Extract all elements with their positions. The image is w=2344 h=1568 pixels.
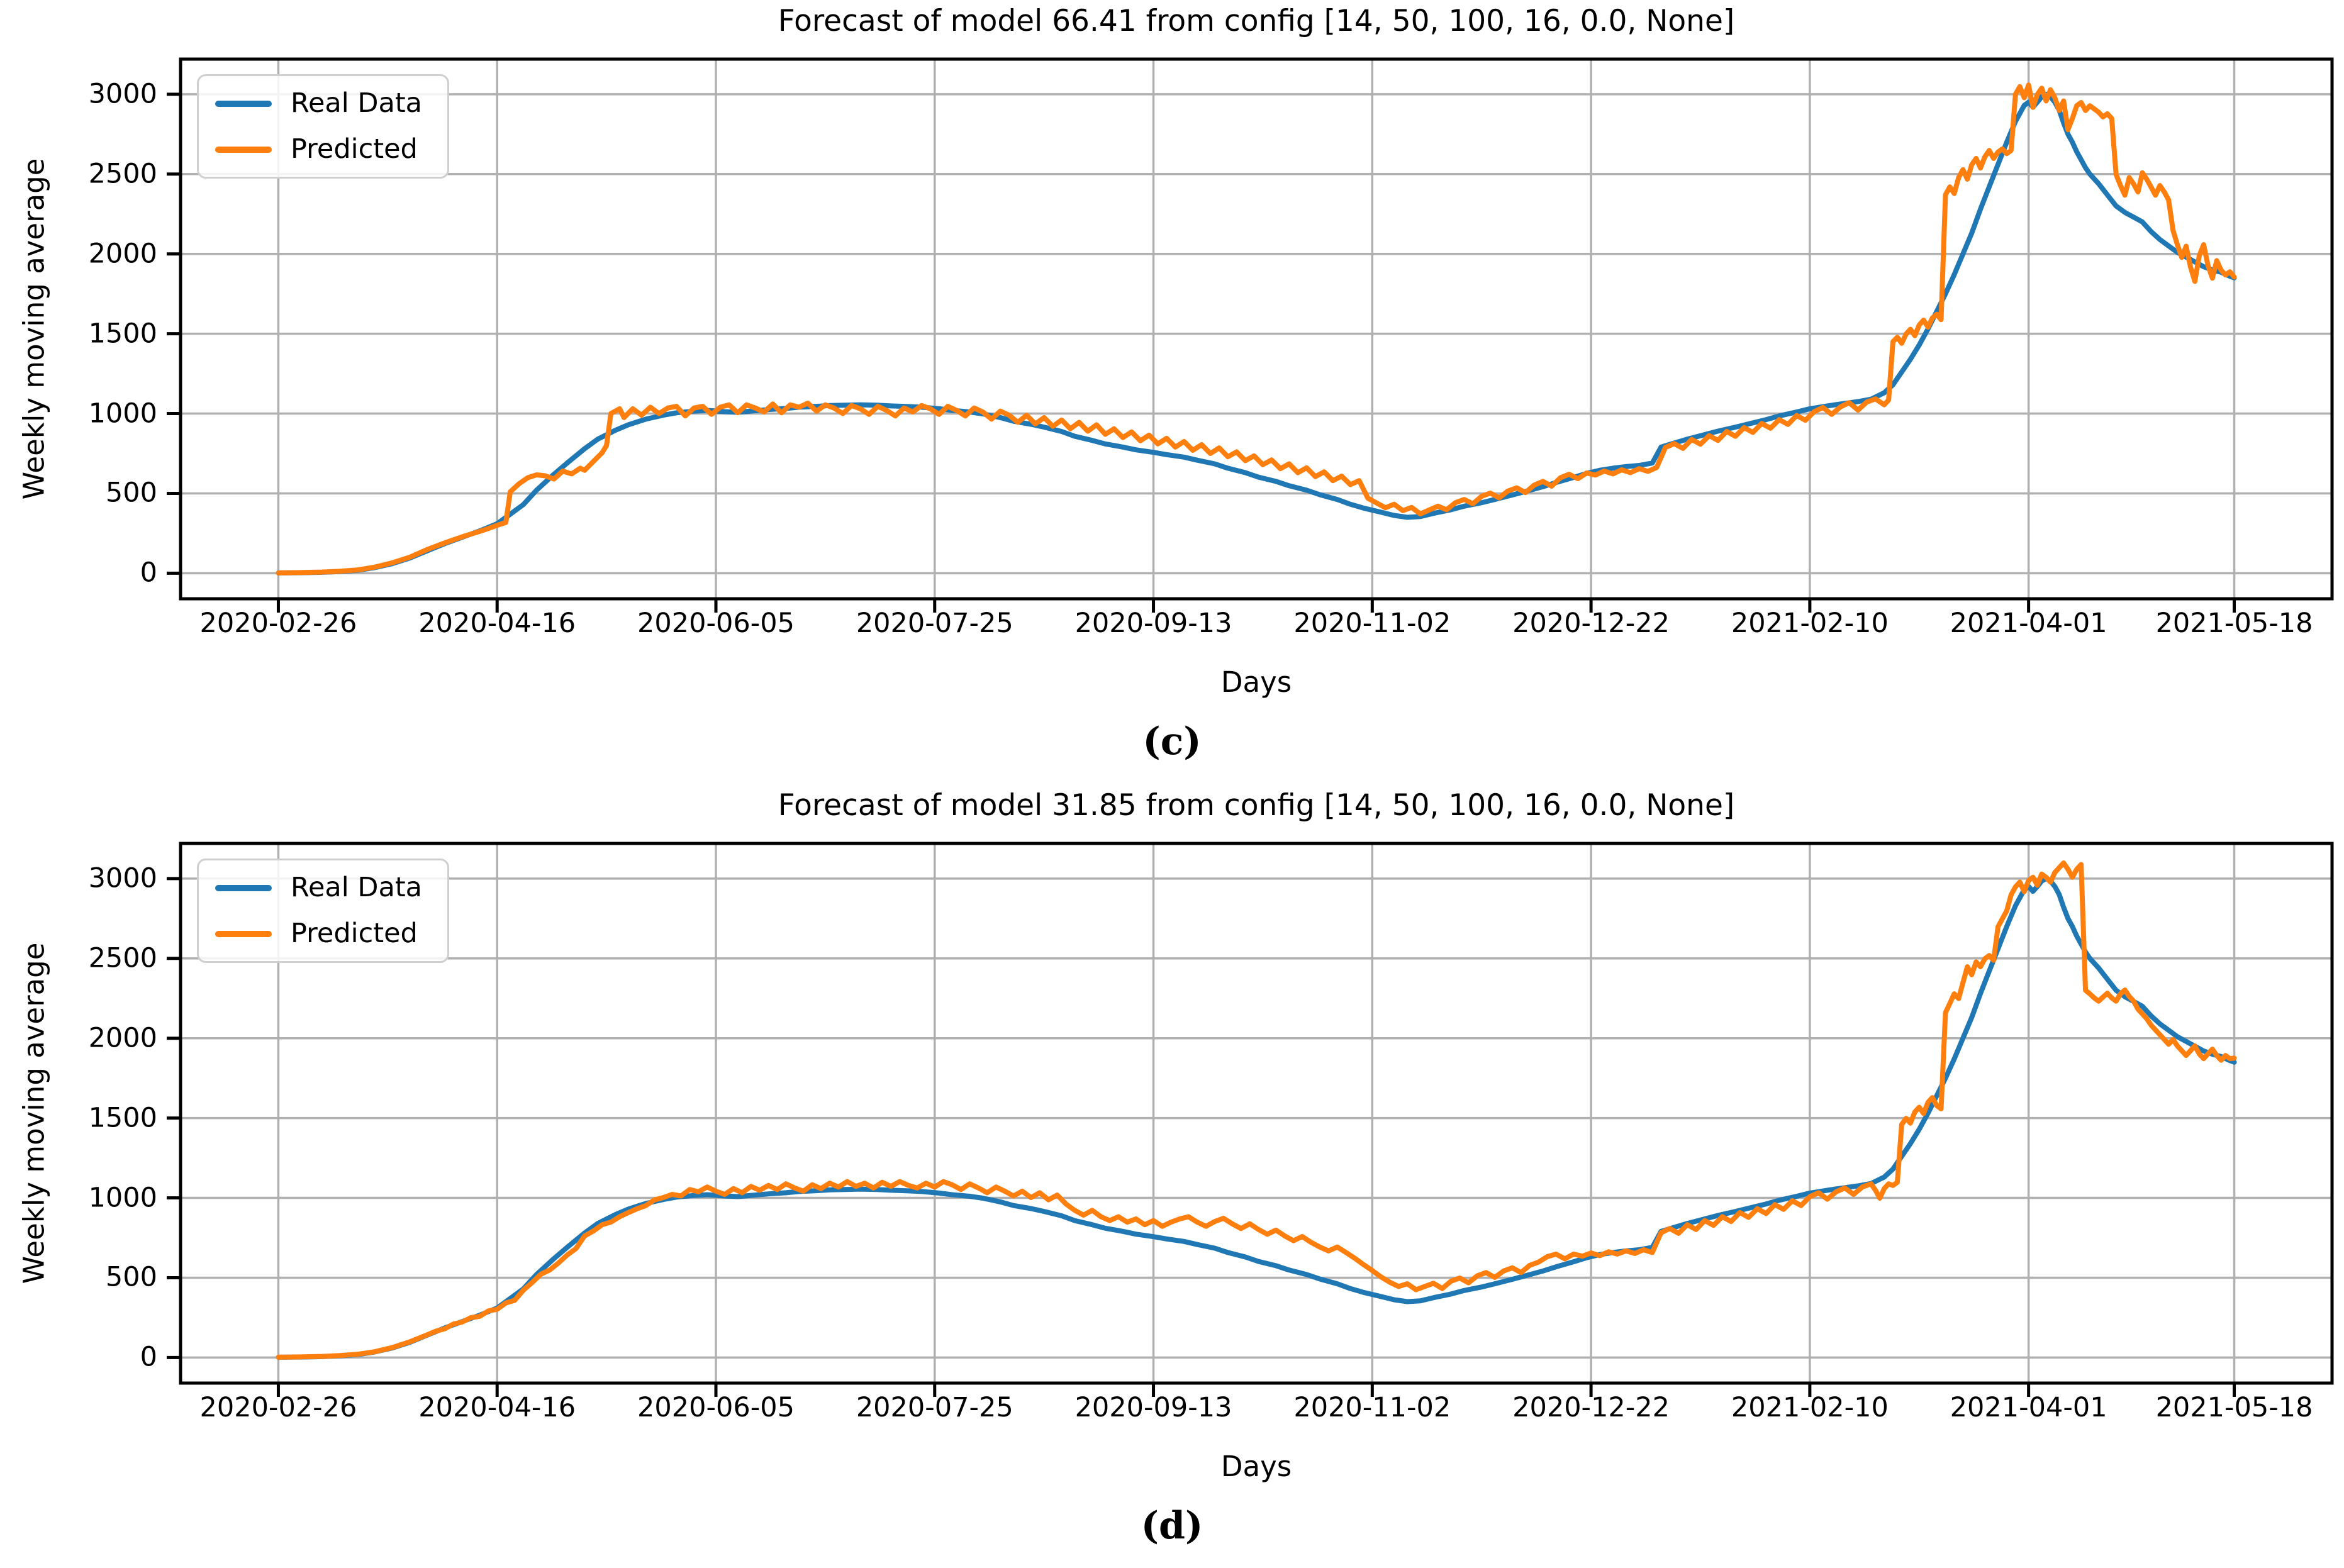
x-axis-label: Days — [1220, 1450, 1292, 1483]
figure-c: Forecast of model 66.41 from config [14,… — [0, 4, 2334, 764]
x-axis-label: Days — [1220, 665, 1292, 699]
legend-line-swatch — [215, 100, 272, 107]
x-tick-label: 2020-11-02 — [1293, 608, 1451, 639]
chart-title: Forecast of model 31.85 from config [14,… — [778, 788, 1735, 823]
legend: Real Data Predicted — [197, 74, 450, 179]
predicted-line — [276, 82, 2237, 575]
y-tick-label: 0 — [140, 557, 157, 589]
x-tick-label: 2021-04-01 — [1950, 608, 2107, 639]
y-tick-label: 1000 — [88, 1182, 157, 1214]
legend-label: Predicted — [291, 133, 418, 165]
predicted-line — [276, 860, 2237, 1360]
x-tick-label: 2021-02-10 — [1731, 608, 1889, 639]
x-tick-label: 2021-04-01 — [1950, 1392, 2107, 1423]
legend-entry: Predicted — [215, 920, 422, 947]
x-tick-label: 2020-06-05 — [637, 608, 795, 639]
x-tick-label: 2020-09-13 — [1074, 1392, 1232, 1423]
y-axis-tick-labels: 0 500 1000 1500 2000 2500 3000 — [0, 843, 157, 1383]
y-tick-label: 2500 — [88, 158, 157, 190]
y-tick-label: 2500 — [88, 942, 157, 974]
legend-label: Predicted — [291, 918, 418, 949]
x-tick-label: 2020-07-25 — [856, 1392, 1013, 1423]
axes-spines — [179, 57, 2334, 601]
x-tick-label: 2021-05-18 — [2155, 1392, 2313, 1423]
y-tick-label: 1000 — [88, 398, 157, 430]
x-tick-label: 2020-06-05 — [637, 1392, 795, 1423]
legend-label: Real Data — [291, 87, 423, 119]
y-tick-label: 2000 — [88, 1022, 157, 1054]
y-tick-label: 2000 — [88, 238, 157, 270]
legend-line-swatch — [215, 146, 272, 153]
legend-line-swatch — [215, 884, 272, 891]
legend-entry: Real Data — [215, 874, 422, 901]
subfigure-caption: (d) — [1141, 1504, 1203, 1548]
subfigure-caption: (c) — [1142, 720, 1202, 764]
y-axis-tick-labels: 0 500 1000 1500 2000 2500 3000 — [0, 59, 157, 599]
x-tick-label: 2020-07-25 — [856, 608, 1013, 639]
x-tick-label: 2020-09-13 — [1074, 608, 1232, 639]
x-tick-label: 2021-02-10 — [1731, 1392, 1889, 1423]
x-tick-label: 2020-04-16 — [418, 1392, 576, 1423]
plot-area: Real Data Predicted — [167, 842, 2334, 1397]
axes-spines — [179, 842, 2334, 1385]
legend-entry: Real Data — [215, 90, 422, 117]
y-tick-label: 0 — [140, 1341, 157, 1373]
x-axis-tick-labels: 2020-02-26 2020-04-16 2020-06-05 2020-07-25… — [181, 1394, 2332, 1432]
x-tick-label: 2020-12-22 — [1512, 608, 1670, 639]
x-tick-label: 2020-02-26 — [199, 608, 357, 639]
x-tick-label: 2020-11-02 — [1293, 1392, 1451, 1423]
legend-line-swatch — [215, 930, 272, 937]
figure-d: Forecast of model 31.85 from config [14,… — [0, 784, 2344, 1568]
y-tick-label: 1500 — [88, 318, 157, 350]
y-tick-label: 3000 — [88, 78, 157, 110]
y-tick-label: 500 — [105, 1261, 157, 1293]
x-axis-tick-labels: 2020-02-26 2020-04-16 2020-06-05 2020-07-25… — [181, 610, 2332, 648]
x-tick-label: 2020-02-26 — [199, 1392, 357, 1423]
y-tick-label: 1500 — [88, 1102, 157, 1134]
chart-title: Forecast of model 66.41 from config [14,… — [778, 4, 1735, 38]
x-tick-label: 2020-04-16 — [418, 608, 576, 639]
legend-label: Real Data — [291, 872, 423, 903]
plot-area: Real Data Predicted — [167, 57, 2334, 613]
chart-canvas — [167, 57, 2334, 613]
legend: Real Data Predicted — [197, 859, 450, 963]
x-tick-label: 2020-12-22 — [1512, 1392, 1670, 1423]
legend-entry: Predicted — [215, 136, 422, 163]
chart-canvas — [167, 842, 2334, 1397]
x-tick-label: 2021-05-18 — [2155, 608, 2313, 639]
y-tick-label: 3000 — [88, 862, 157, 894]
y-tick-label: 500 — [105, 477, 157, 509]
